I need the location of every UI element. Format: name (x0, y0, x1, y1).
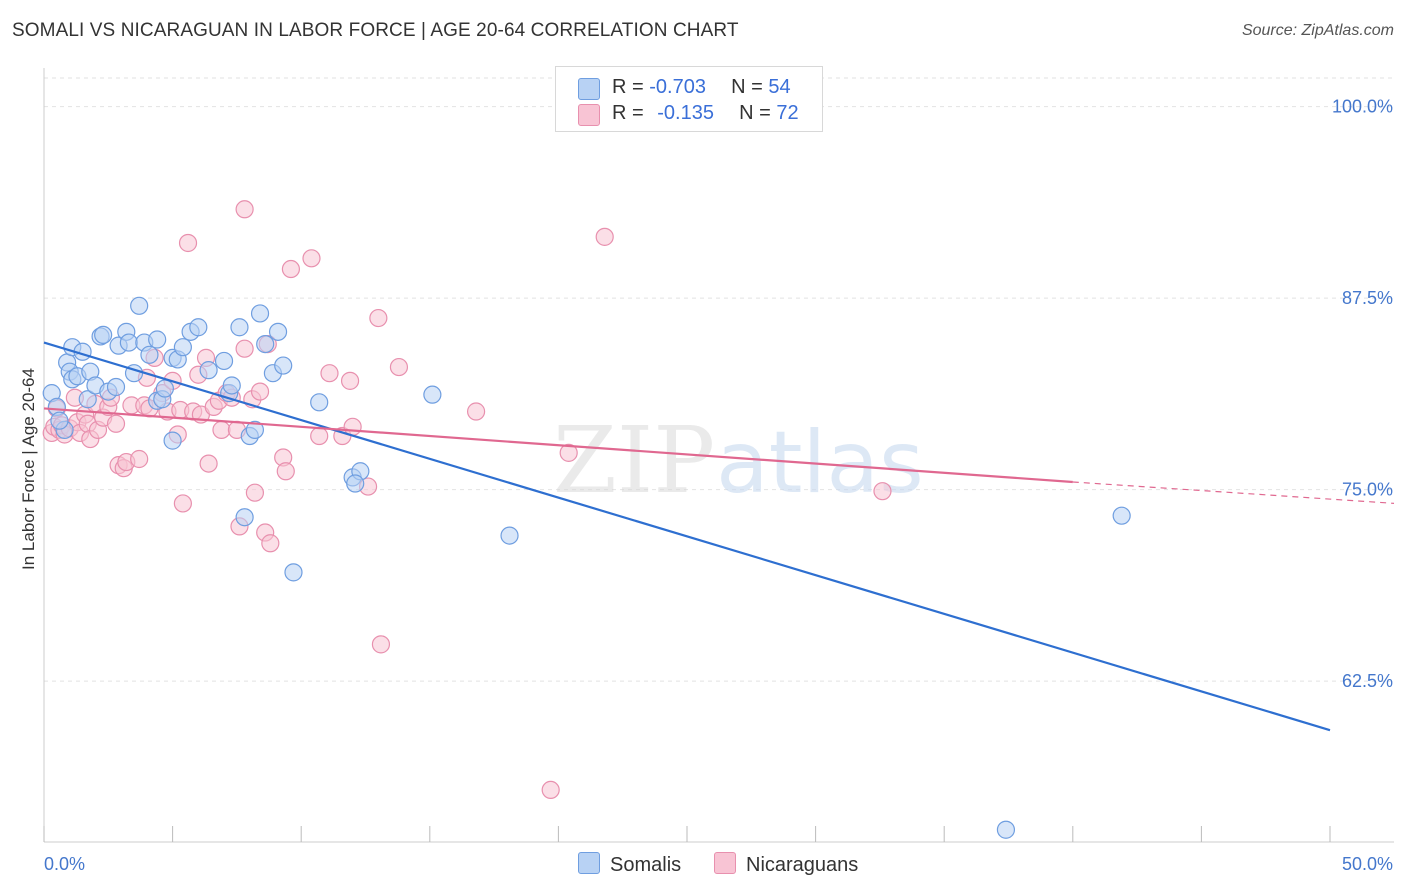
somali-point-43 (256, 335, 275, 354)
somali-point-45 (268, 322, 288, 341)
somali-swatch (578, 78, 600, 100)
watermark-zip: ZIP (553, 407, 715, 514)
somali-r-label: R = (612, 76, 644, 98)
nicaraguan-point-54 (261, 534, 280, 553)
somali-point-47 (284, 563, 303, 582)
nicaraguan-point-70 (559, 443, 578, 462)
somali-point-14 (94, 325, 113, 345)
nicaraguan-r-label: R = (612, 102, 644, 124)
somali-point-33 (189, 318, 208, 337)
y-tick-label-3: 62.5% (1342, 671, 1393, 691)
nicaraguan-point-71 (595, 227, 614, 246)
nicaraguan-point-72 (873, 482, 892, 501)
somali-point-54 (1112, 506, 1131, 525)
somali-point-29 (163, 431, 182, 450)
nicaraguan-point-68 (466, 402, 486, 421)
nicaraguan-n-label: N = (739, 102, 771, 124)
nicaraguan-point-58 (302, 249, 321, 268)
somali-points (42, 296, 1131, 839)
somali-point-51 (346, 474, 365, 493)
somali-point-25 (148, 330, 167, 349)
somali-point-19 (119, 333, 138, 352)
somali-point-48 (310, 393, 329, 412)
somali-n-label: N = (731, 76, 763, 98)
somali-point-39 (235, 508, 254, 527)
nicaraguan-point-48 (235, 200, 254, 219)
bottom-somali-swatch (578, 852, 600, 874)
somali-point-31 (173, 338, 192, 357)
somali-point-53 (500, 526, 519, 545)
nicaraguan-point-42 (212, 420, 231, 439)
somali-point-55 (996, 820, 1016, 839)
nicaraguan-point-67 (389, 357, 409, 377)
correlation-legend: R = -0.703 N = 54 R = -0.135 N = 72 (555, 66, 823, 132)
nicaraguan-point-59 (310, 426, 329, 446)
nicaraguan-point-33 (173, 494, 192, 513)
x-tick-label-0: 0.0% (44, 854, 85, 874)
trend-lines (43, 341, 1395, 732)
somali-point-38 (230, 318, 249, 337)
nicaraguan-point-66 (371, 635, 391, 654)
y-tick-label-1: 87.5% (1342, 288, 1393, 308)
somali-point-21 (130, 296, 149, 315)
nicaraguan-point-56 (276, 462, 295, 481)
nicaraguan-point-23 (130, 449, 149, 469)
nicaraguan-point-18 (106, 414, 126, 433)
somali-point-41 (245, 420, 265, 439)
bottom-legend-somalis: Somalis (578, 852, 681, 877)
somali-point-3 (50, 411, 69, 430)
somali-trend-line (43, 341, 1331, 732)
somali-n-value: 54 (768, 76, 791, 98)
chart-title: SOMALI VS NICARAGUAN IN LABOR FORCE | AG… (12, 20, 739, 41)
bottom-nicaraguan-swatch (714, 852, 736, 874)
x-tick-label-1: 50.0% (1342, 854, 1393, 874)
axis-labels: 100.0% 87.5% 75.0% 62.5% 0.0% 50.0% In Labor F… (19, 97, 1393, 874)
nicaraguan-point-47 (235, 339, 254, 358)
y-tick-label-0: 100.0% (1332, 97, 1393, 117)
nicaraguan-point-50 (245, 483, 265, 502)
somali-point-16 (106, 377, 126, 397)
somali-r-value: -0.703 (649, 76, 706, 98)
somali-point-27 (155, 379, 174, 398)
nicaraguan-r-value: -0.135 (657, 102, 714, 124)
bottom-nicaraguan-label: Nicaraguans (746, 854, 859, 876)
nicaraguan-point-34 (178, 233, 198, 253)
nicaraguan-trend-extension (1072, 481, 1395, 504)
somali-point-52 (423, 385, 442, 404)
somali-point-37 (222, 376, 241, 395)
axis-layer (43, 68, 1394, 843)
y-axis-title: In Labor Force | Age 20-64 (19, 368, 38, 570)
somali-point-46 (274, 356, 293, 375)
nicaraguan-point-60 (320, 364, 339, 383)
somali-point-42 (250, 304, 270, 323)
somali-point-35 (214, 351, 234, 371)
somali-point-10 (78, 390, 97, 409)
bottom-legend-nicaraguans: Nicaraguans (714, 852, 858, 877)
nicaraguan-point-69 (541, 780, 560, 800)
nicaraguan-point-65 (369, 308, 388, 328)
grid-layer (44, 77, 1394, 682)
nicaraguan-point-39 (199, 454, 218, 473)
somali-point-23 (140, 345, 159, 364)
chart-source: Source: ZipAtlas.com (1241, 22, 1394, 39)
y-tick-label-2: 75.0% (1342, 480, 1393, 500)
nicaraguan-swatch (578, 104, 600, 126)
somali-point-34 (199, 361, 218, 380)
nicaraguan-n-value: 72 (776, 102, 799, 124)
nicaraguan-point-62 (340, 371, 360, 390)
nicaraguan-trend-line (43, 407, 1073, 484)
bottom-somali-label: Somalis (610, 854, 682, 876)
nicaraguan-point-57 (281, 259, 301, 279)
nicaraguan-point-51 (250, 382, 270, 401)
